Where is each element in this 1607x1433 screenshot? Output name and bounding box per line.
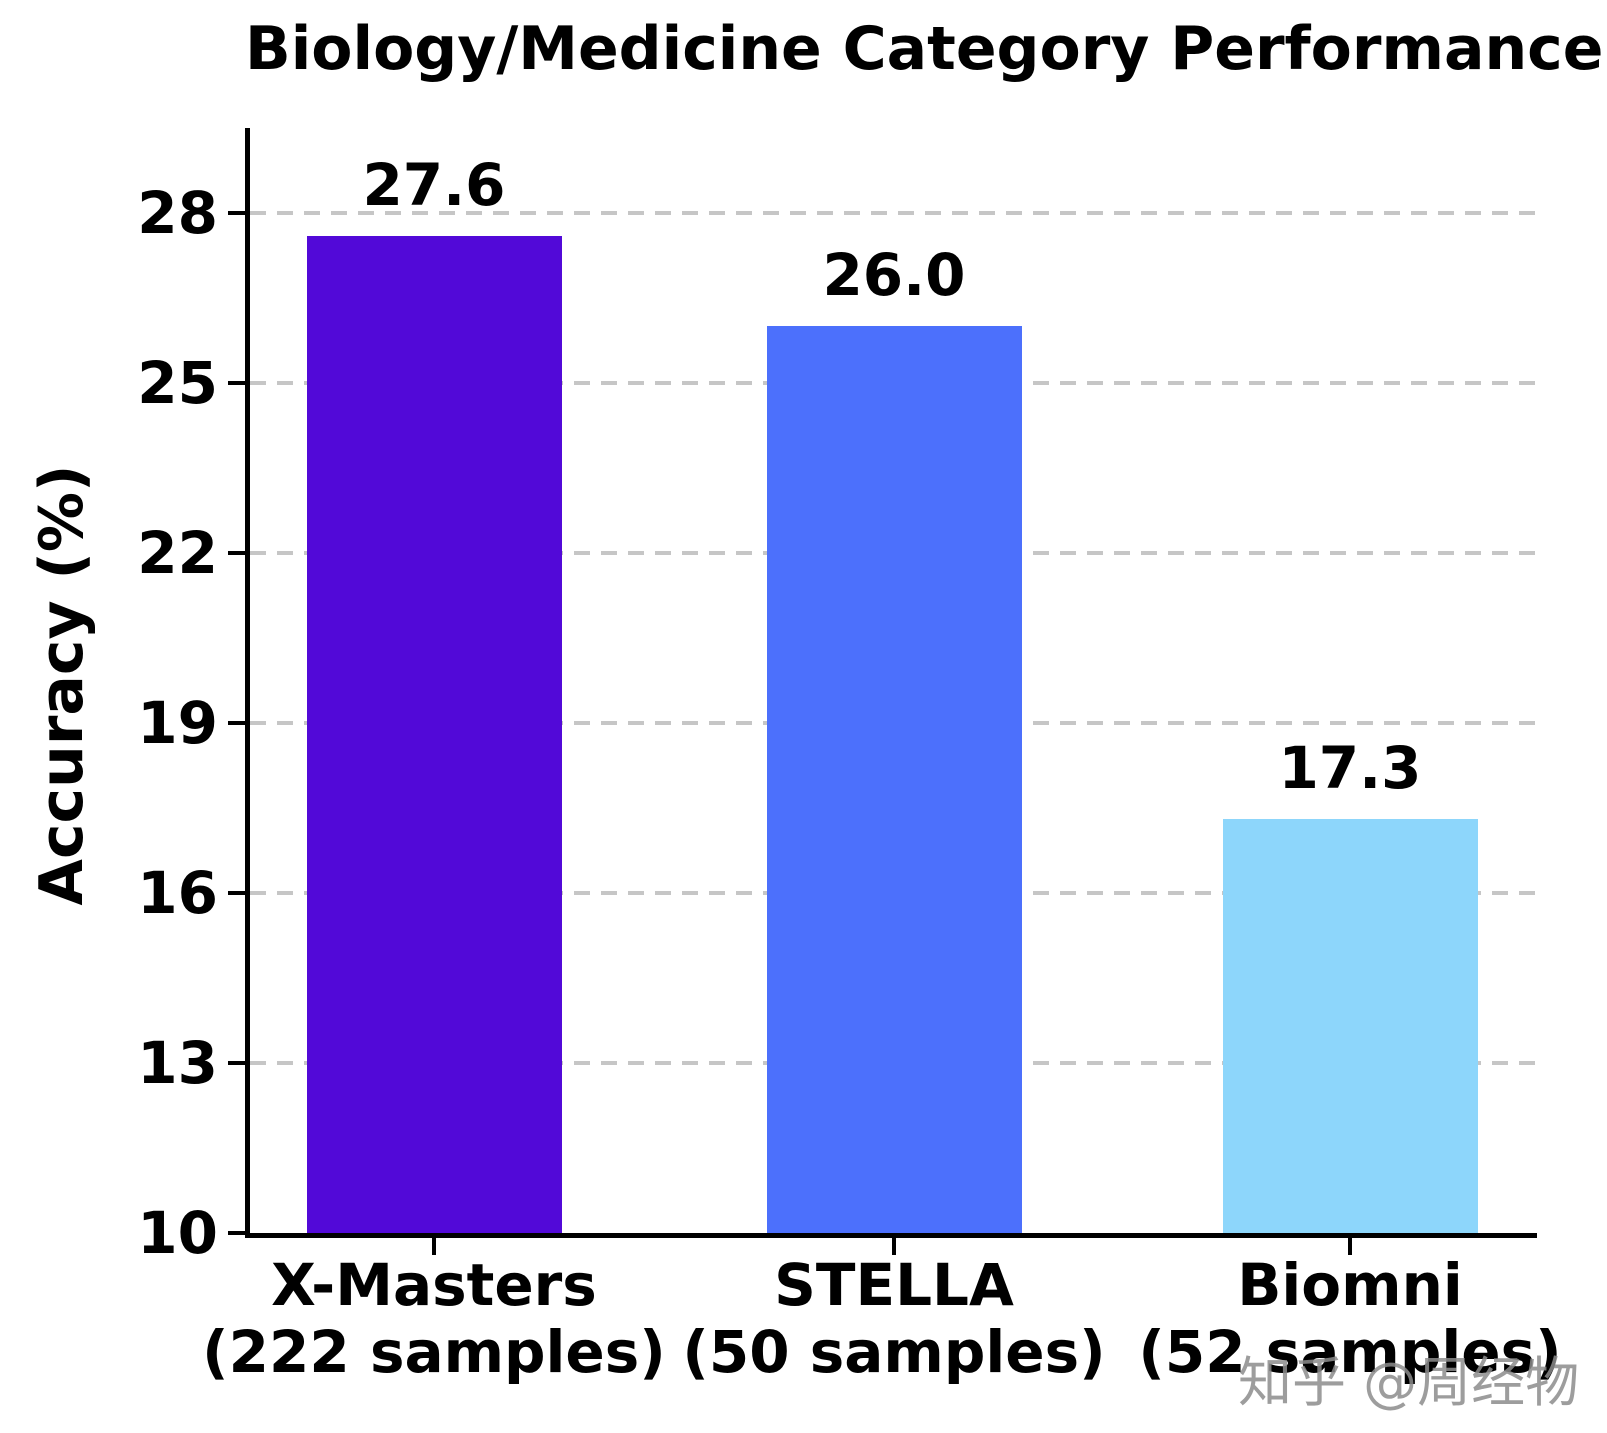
x-tick-label-name: Biomni xyxy=(1237,1251,1463,1319)
x-tick-label-name: X-Masters xyxy=(271,1251,597,1319)
x-tick-label: Biomni (52 samples) xyxy=(1040,1252,1607,1386)
y-tick-mark xyxy=(228,551,245,555)
x-tick-label-name: STELLA xyxy=(774,1251,1014,1319)
bar-value-label: 17.3 xyxy=(1278,734,1422,803)
x-tick-label-samples: (52 samples) xyxy=(1138,1318,1562,1386)
y-tick-label: 16 xyxy=(137,859,218,927)
x-tick-label: X-Masters (222 samples) xyxy=(124,1252,744,1386)
gridline xyxy=(250,211,1537,215)
x-tick-label-samples: (50 samples) xyxy=(682,1318,1106,1386)
y-tick-label: 22 xyxy=(137,519,218,587)
x-tick-mark xyxy=(1348,1238,1352,1255)
watermark: 知乎 @周经物 xyxy=(1238,1351,1580,1414)
y-tick-mark xyxy=(228,1061,245,1065)
x-tick-mark xyxy=(892,1238,896,1255)
y-tick-label: 25 xyxy=(137,349,218,417)
chart-title: Biology/Medicine Category Performance xyxy=(245,14,1604,84)
y-tick-label: 28 xyxy=(137,179,218,247)
y-tick-label: 10 xyxy=(137,1199,218,1267)
y-tick-mark xyxy=(228,211,245,215)
x-tick-mark xyxy=(432,1238,436,1255)
x-tick-label: STELLA (50 samples) xyxy=(584,1252,1204,1386)
y-tick-mark xyxy=(228,381,245,385)
bar xyxy=(766,326,1022,1233)
bar xyxy=(306,235,562,1233)
bar-value-label: 26.0 xyxy=(822,241,966,310)
x-tick-label-samples: (222 samples) xyxy=(202,1318,666,1386)
x-axis-spine xyxy=(245,1233,1537,1238)
bar xyxy=(1222,819,1478,1233)
bar-value-label: 27.6 xyxy=(362,150,506,219)
y-tick-mark xyxy=(228,891,245,895)
y-tick-mark xyxy=(228,721,245,725)
y-axis-spine xyxy=(245,128,250,1238)
y-tick-label: 19 xyxy=(137,689,218,757)
y-tick-mark xyxy=(228,1231,245,1235)
y-tick-label: 13 xyxy=(137,1029,218,1097)
